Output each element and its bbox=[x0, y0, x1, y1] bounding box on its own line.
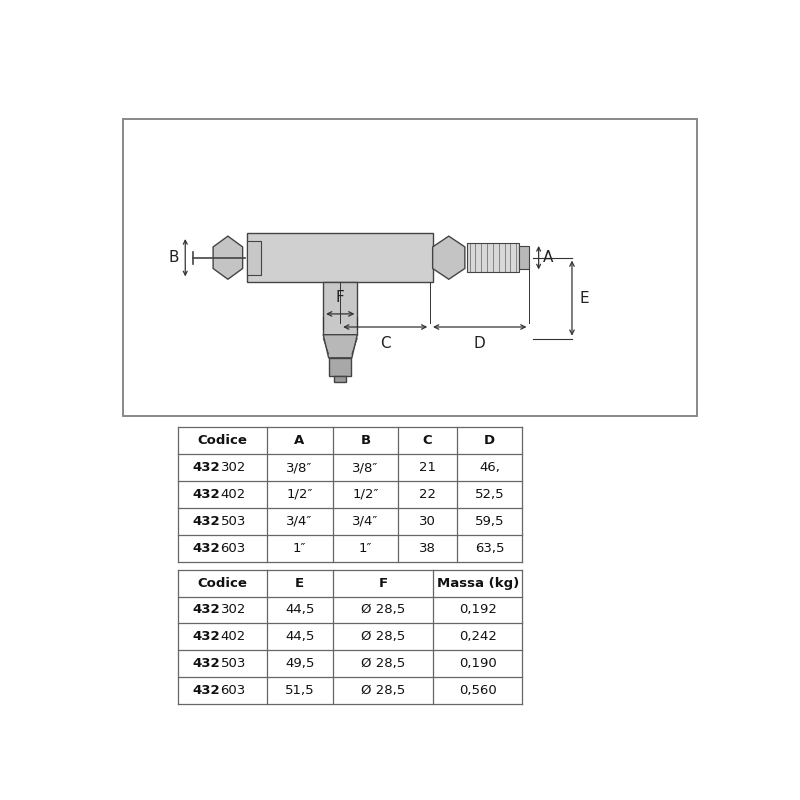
Text: 603: 603 bbox=[221, 684, 246, 698]
Bar bbox=[334, 375, 346, 382]
Polygon shape bbox=[323, 334, 358, 358]
Text: 3/4″: 3/4″ bbox=[352, 515, 378, 528]
Text: F: F bbox=[336, 290, 345, 305]
Text: E: E bbox=[295, 577, 304, 590]
Text: 0,242: 0,242 bbox=[459, 630, 497, 643]
Text: 1/2″: 1/2″ bbox=[286, 488, 313, 501]
Text: 503: 503 bbox=[221, 515, 246, 528]
Text: 1″: 1″ bbox=[293, 542, 306, 555]
Text: 603: 603 bbox=[221, 542, 246, 555]
Text: 432: 432 bbox=[192, 630, 220, 643]
Text: 1/2″: 1/2″ bbox=[352, 488, 378, 501]
Polygon shape bbox=[213, 236, 242, 279]
Text: 51,5: 51,5 bbox=[285, 684, 314, 698]
Text: 432: 432 bbox=[192, 488, 220, 501]
Text: 38: 38 bbox=[419, 542, 436, 555]
Text: 402: 402 bbox=[221, 630, 246, 643]
Text: 432: 432 bbox=[192, 658, 220, 670]
Text: 432: 432 bbox=[192, 603, 220, 617]
Text: 402: 402 bbox=[221, 488, 246, 501]
Polygon shape bbox=[433, 236, 465, 279]
Text: 3/8″: 3/8″ bbox=[286, 461, 313, 474]
Bar bbox=[330, 358, 351, 375]
Bar bbox=[247, 233, 434, 282]
Text: 0,560: 0,560 bbox=[459, 684, 497, 698]
Text: 432: 432 bbox=[192, 684, 220, 698]
Bar bbox=[178, 570, 522, 704]
Text: Codice: Codice bbox=[197, 434, 247, 447]
Bar bbox=[247, 241, 261, 274]
Text: 1″: 1″ bbox=[358, 542, 372, 555]
Text: F: F bbox=[378, 577, 387, 590]
Text: 302: 302 bbox=[221, 461, 246, 474]
Text: 59,5: 59,5 bbox=[474, 515, 504, 528]
Text: 52,5: 52,5 bbox=[474, 488, 504, 501]
Text: Ø 28,5: Ø 28,5 bbox=[361, 684, 405, 698]
Text: Massa (kg): Massa (kg) bbox=[437, 577, 519, 590]
Text: 49,5: 49,5 bbox=[285, 658, 314, 670]
Bar bbox=[323, 282, 358, 334]
Text: 0,190: 0,190 bbox=[459, 658, 497, 670]
Bar bbox=[467, 243, 518, 272]
Text: 44,5: 44,5 bbox=[285, 603, 314, 617]
Text: B: B bbox=[169, 250, 179, 266]
Text: A: A bbox=[543, 250, 554, 266]
Text: 3/4″: 3/4″ bbox=[286, 515, 313, 528]
Text: Ø 28,5: Ø 28,5 bbox=[361, 658, 405, 670]
Text: Ø 28,5: Ø 28,5 bbox=[361, 630, 405, 643]
Text: E: E bbox=[580, 290, 590, 306]
Text: Ø 28,5: Ø 28,5 bbox=[361, 603, 405, 617]
Bar bbox=[178, 570, 522, 597]
Text: C: C bbox=[380, 336, 390, 351]
Text: 21: 21 bbox=[419, 461, 436, 474]
Bar bbox=[123, 119, 697, 415]
Bar bbox=[518, 246, 530, 270]
Text: 503: 503 bbox=[221, 658, 246, 670]
Text: 432: 432 bbox=[192, 542, 220, 555]
Text: 0,192: 0,192 bbox=[459, 603, 497, 617]
Text: 302: 302 bbox=[221, 603, 246, 617]
Text: 432: 432 bbox=[192, 515, 220, 528]
Bar bbox=[178, 427, 522, 454]
Text: 432: 432 bbox=[192, 461, 220, 474]
Text: 46,: 46, bbox=[479, 461, 500, 474]
Bar bbox=[178, 427, 522, 562]
Text: 30: 30 bbox=[419, 515, 436, 528]
Text: 3/8″: 3/8″ bbox=[352, 461, 378, 474]
Text: 63,5: 63,5 bbox=[474, 542, 504, 555]
Text: B: B bbox=[360, 434, 370, 447]
Text: A: A bbox=[294, 434, 305, 447]
Text: C: C bbox=[422, 434, 432, 447]
Text: 44,5: 44,5 bbox=[285, 630, 314, 643]
Text: D: D bbox=[484, 434, 495, 447]
Text: Codice: Codice bbox=[197, 577, 247, 590]
Text: 22: 22 bbox=[419, 488, 436, 501]
Text: D: D bbox=[474, 336, 486, 351]
